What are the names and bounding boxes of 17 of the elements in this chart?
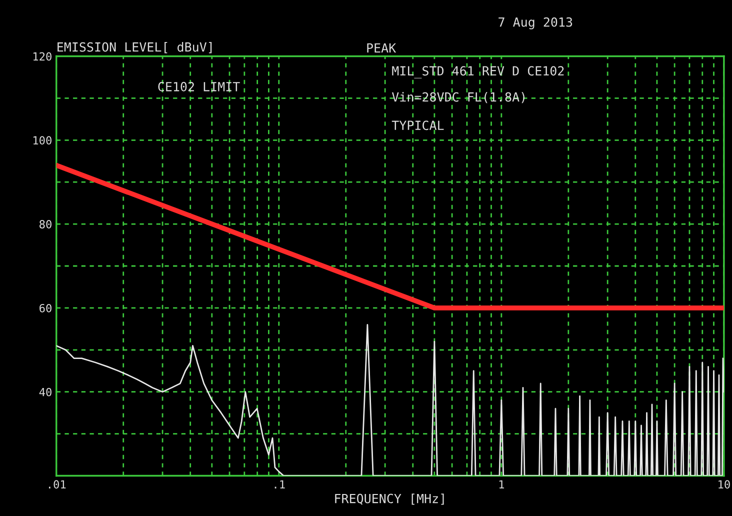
- y-tick-label: 100: [33, 136, 52, 145]
- x-tick-label: .1: [274, 480, 285, 488]
- annotation: Vin=28VDC FL(1.8A): [392, 92, 524, 104]
- annotation: TYPICAL: [392, 120, 444, 130]
- y-tick-label: 40: [39, 388, 52, 396]
- y-tick-label: 120: [33, 52, 52, 61]
- text: PEAK: [367, 43, 396, 52]
- x-axis-title: FREQUENCY [MHz]: [335, 494, 444, 505]
- x-tick-label: .01: [48, 480, 66, 489]
- annotation: MIL_STD 461 REV D CE102: [392, 66, 564, 78]
- y-tick-label: 60: [40, 304, 52, 312]
- text: 7 Aug 2013: [498, 17, 572, 30]
- y-axis-title: EMISSION LEVEL[ dBuV]: [58, 42, 212, 54]
- y-tick-label: 80: [40, 220, 52, 228]
- x-tick-label: 1: [499, 480, 504, 488]
- x-tick-label: 10: [718, 480, 730, 489]
- annotation: CE102 LIMIT: [158, 82, 240, 92]
